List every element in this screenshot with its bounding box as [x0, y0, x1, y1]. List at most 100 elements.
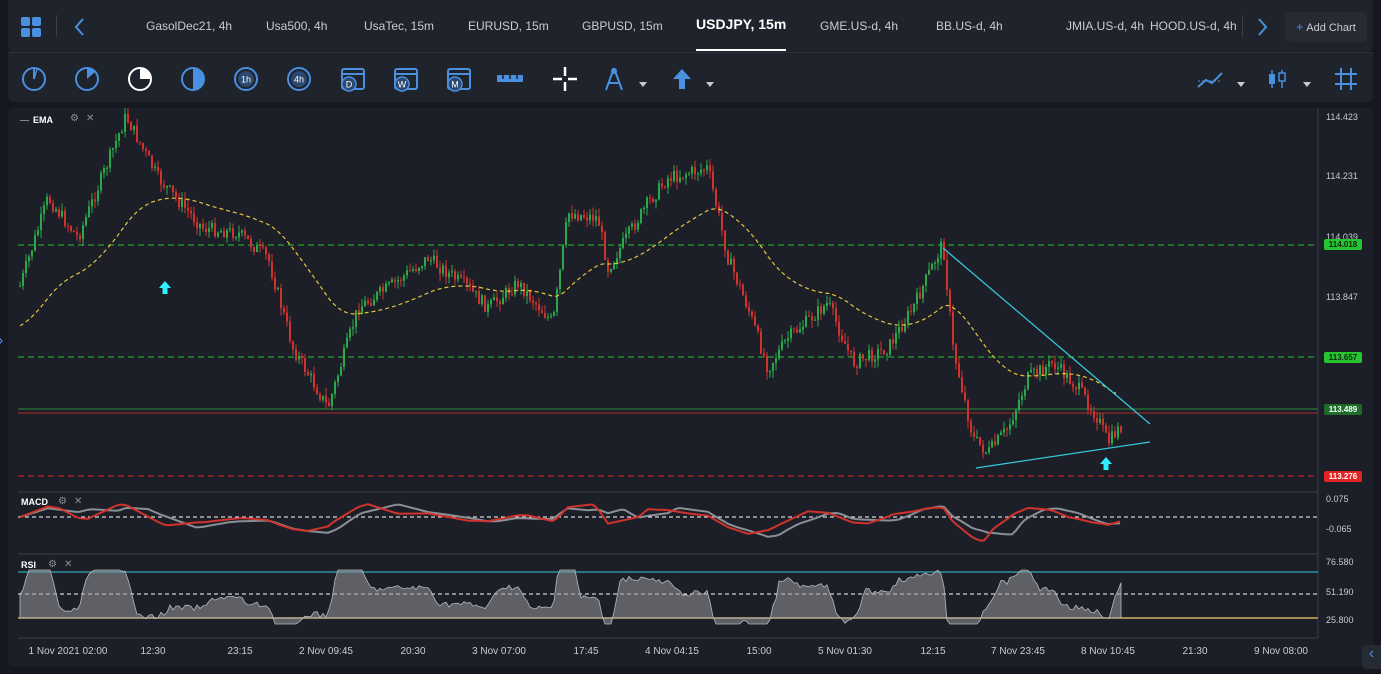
- candle-body: [280, 288, 282, 308]
- candle-body: [61, 210, 63, 217]
- candle-body: [934, 262, 936, 264]
- grid-icon[interactable]: [1332, 65, 1360, 93]
- candle-body: [85, 216, 87, 226]
- chart-toolbar: 1h 4h D W M: [8, 52, 1373, 102]
- candle-body: [1084, 387, 1086, 395]
- candle-body: [961, 377, 963, 393]
- candle-body: [451, 271, 453, 273]
- candle-body: [331, 394, 333, 407]
- candle-body: [697, 173, 699, 175]
- tab-gasoldec21-4h[interactable]: GasolDec21, 4h: [146, 19, 233, 33]
- candle-body: [505, 287, 507, 298]
- candle-body: [712, 171, 714, 190]
- candle-body: [838, 321, 840, 336]
- tab-usatec-15m[interactable]: UsaTec, 15m: [364, 19, 435, 33]
- rsi-close-icon[interactable]: ✕: [64, 559, 73, 570]
- chevron-down-icon[interactable]: [1237, 75, 1245, 87]
- candle-body: [337, 375, 339, 382]
- time-tick: 12:15: [920, 646, 946, 657]
- buy-arrow-marker: [1100, 457, 1112, 470]
- candle-body: [460, 274, 462, 278]
- tab-hood-us-d-4h[interactable]: HOOD.US-d, 4h: [1150, 19, 1237, 33]
- candle-body: [976, 436, 978, 438]
- candle-body: [235, 237, 237, 239]
- add-chart-button[interactable]: + Add Chart: [1285, 12, 1367, 42]
- candle-body: [301, 355, 303, 359]
- tab-bb-us-d-4h[interactable]: BB.US-d, 4h: [936, 19, 1003, 33]
- candle-body: [601, 225, 603, 233]
- chevron-left-icon[interactable]: ‹: [1362, 645, 1381, 669]
- candle-body: [649, 197, 651, 199]
- timeframe-day-icon[interactable]: D: [339, 65, 367, 93]
- candle-body: [247, 235, 249, 239]
- candle-body: [400, 279, 402, 281]
- candle-body: [826, 302, 828, 306]
- tab-usa500-4h[interactable]: Usa500, 4h: [266, 19, 328, 33]
- ema-settings-icon[interactable]: ⚙: [70, 113, 79, 124]
- timeframe-week-icon[interactable]: W: [392, 65, 420, 93]
- timeframe-half-icon[interactable]: [73, 65, 101, 93]
- candle-body: [535, 302, 537, 305]
- timeframe-4h-icon[interactable]: 4h: [285, 65, 313, 93]
- candle-body: [151, 155, 153, 169]
- time-tick: 15:00: [746, 646, 772, 657]
- macd-settings-icon[interactable]: ⚙: [58, 496, 67, 507]
- candle-body: [328, 402, 330, 407]
- candle-body: [472, 286, 474, 292]
- timeframe-quarter-icon[interactable]: [20, 65, 48, 93]
- chevron-left-icon[interactable]: [70, 16, 90, 38]
- crosshair-icon[interactable]: [551, 65, 579, 93]
- candle-body: [484, 295, 486, 312]
- ema-close-icon[interactable]: ✕: [86, 113, 95, 124]
- candle-body: [298, 355, 300, 360]
- candle-body: [208, 228, 210, 232]
- candle-body: [172, 185, 174, 192]
- ruler-icon[interactable]: [496, 65, 524, 93]
- timeframe-halfmoon-icon[interactable]: [179, 65, 207, 93]
- tab-separator: [56, 15, 57, 37]
- candle-body: [340, 366, 342, 376]
- chevron-down-icon[interactable]: [639, 75, 647, 87]
- candle-body: [994, 441, 996, 445]
- candle-body: [136, 125, 138, 142]
- timeframe-quarter-fill-icon[interactable]: [126, 65, 154, 93]
- arrow-up-icon[interactable]: [668, 65, 696, 93]
- price-chart[interactable]: [8, 108, 1373, 666]
- chevron-down-icon[interactable]: [706, 75, 714, 87]
- tab-gbpusd-15m[interactable]: GBPUSD, 15m: [582, 19, 663, 33]
- candle-body: [121, 131, 123, 134]
- candle-body: [205, 228, 207, 232]
- candle-body: [415, 269, 417, 271]
- candle-body: [1027, 372, 1029, 390]
- candle-body: [1009, 424, 1011, 430]
- tab-usdjpy-15m[interactable]: USDJPY, 15m: [696, 0, 787, 52]
- drawing-tools-icon[interactable]: [600, 65, 628, 93]
- rsi-settings-icon[interactable]: ⚙: [48, 559, 57, 570]
- candle-body: [781, 341, 783, 350]
- candle-body: [130, 122, 132, 131]
- svg-text:1h: 1h: [241, 75, 251, 85]
- candle-body: [925, 274, 927, 286]
- layout-grid-icon[interactable]: [20, 16, 42, 38]
- candle-body: [376, 291, 378, 300]
- chart-area[interactable]: — EMA ⚙ ✕ MACD ⚙ ✕ RSI ⚙ ✕ 114.423 114.231…: [8, 108, 1373, 666]
- candle-body: [268, 254, 270, 262]
- chevron-right-icon[interactable]: [1252, 16, 1272, 38]
- candle-body: [253, 247, 255, 252]
- buy-arrow-marker: [159, 281, 171, 294]
- tab-jmia-us-d-4h[interactable]: JMIA.US-d, 4h: [1066, 19, 1145, 33]
- macd-close-icon[interactable]: ✕: [74, 496, 83, 507]
- tab-eurusd-15m[interactable]: EURUSD, 15m: [468, 19, 549, 33]
- candle-body: [529, 290, 531, 301]
- chevron-down-icon[interactable]: [1303, 75, 1311, 87]
- timeframe-month-icon[interactable]: M: [445, 65, 473, 93]
- candle-body: [295, 349, 297, 360]
- indicators-icon[interactable]: [1196, 65, 1224, 93]
- tab-gme-us-d-4h[interactable]: GME.US-d, 4h: [820, 19, 899, 33]
- candle-body: [883, 349, 885, 355]
- chevron-right-icon[interactable]: ›: [0, 332, 3, 350]
- timeframe-1h-icon[interactable]: 1h: [232, 65, 260, 93]
- candles-icon[interactable]: [1263, 65, 1291, 93]
- macd-line: [19, 503, 1121, 542]
- candle-body: [997, 435, 999, 445]
